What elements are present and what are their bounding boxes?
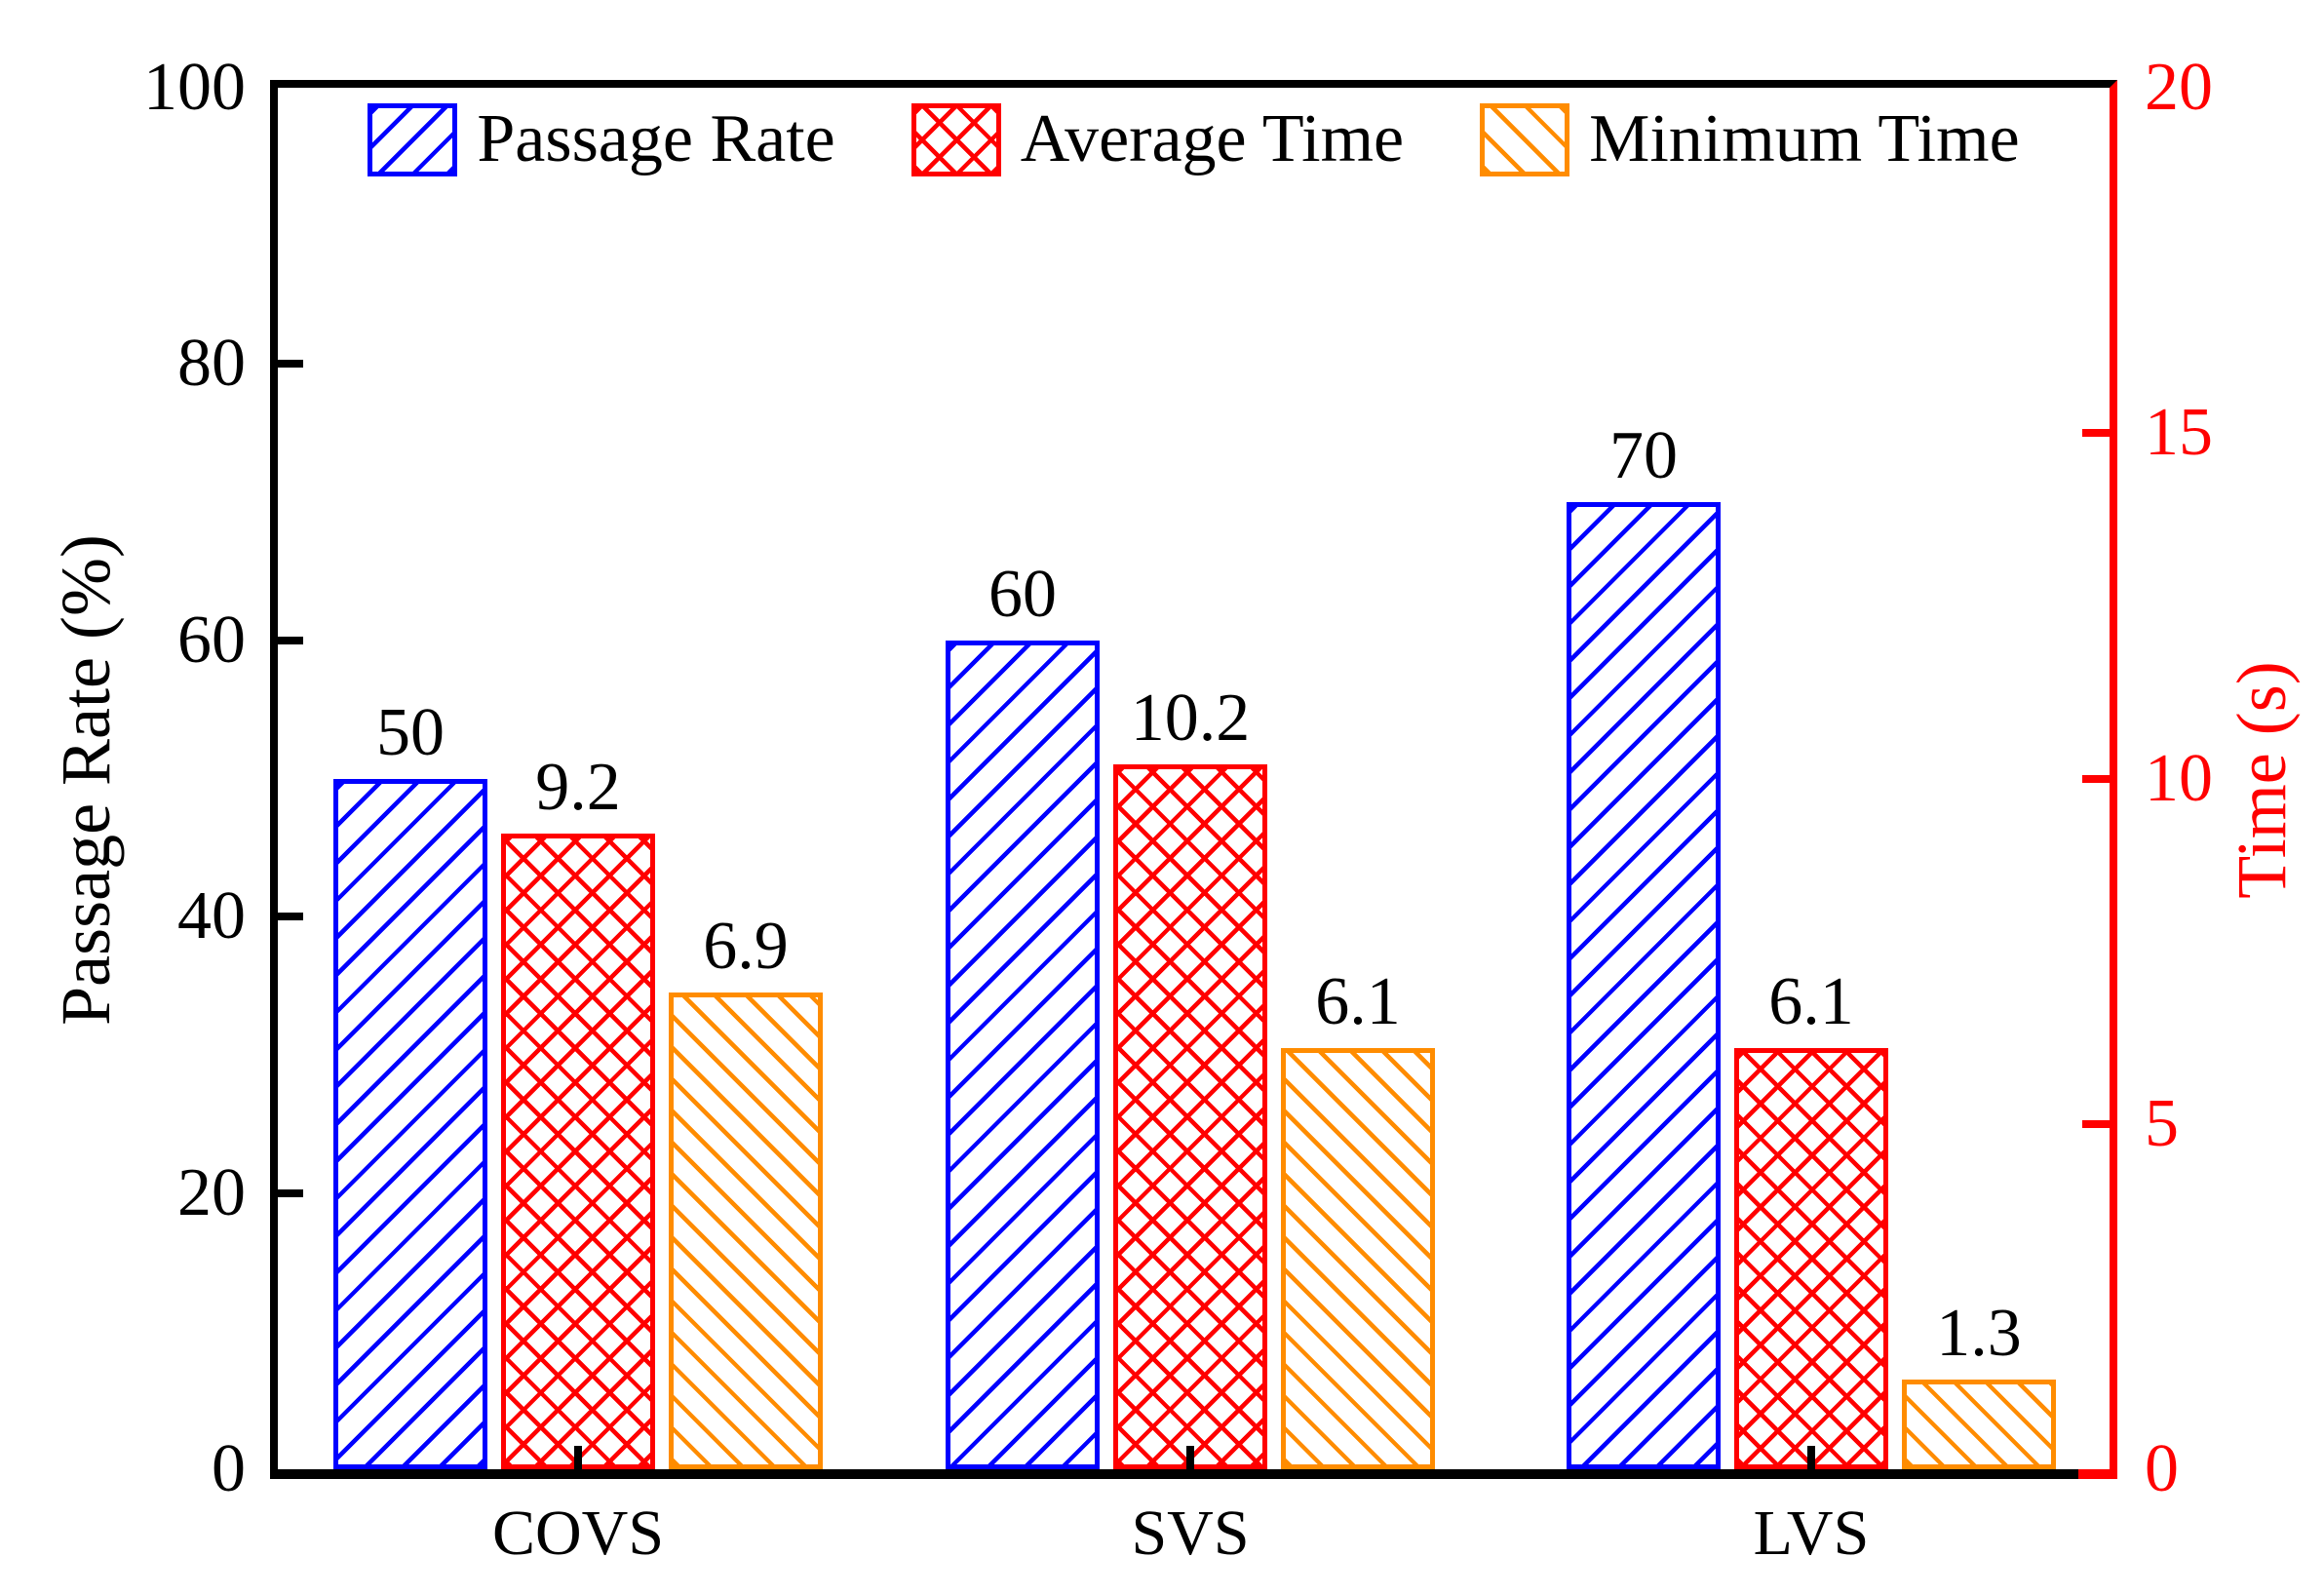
legend-label: Average Time <box>1020 101 1405 176</box>
right-axis-tick-label: 10 <box>2145 740 2213 816</box>
bar-value-label: 60 <box>988 556 1057 632</box>
legend-label: Minimum Time <box>1589 101 2020 176</box>
left-axis-tick-label: 100 <box>143 50 246 125</box>
right-axis-zero-tick <box>2078 1469 2117 1479</box>
left-axis-tick <box>278 913 303 921</box>
left-axis-tick-label: 0 <box>212 1431 246 1506</box>
legend-item: Average Time <box>910 101 1405 176</box>
right-axis-tick-label: 20 <box>2145 50 2213 125</box>
bar-covs-average-time <box>501 834 655 1469</box>
x-axis-category-label: LVS <box>1753 1498 1870 1569</box>
left-axis-tick-label: 80 <box>177 326 246 402</box>
legend-item: Passage Rate <box>368 101 835 176</box>
bar-value-label: 6.1 <box>1768 963 1854 1039</box>
bar-covs-minimum-time <box>669 993 823 1469</box>
x-axis-category-label: COVS <box>491 1498 665 1569</box>
bar-lvs-minimum-time <box>1902 1379 2056 1469</box>
bar-svs-minimum-time <box>1281 1047 1435 1469</box>
bar-svs-average-time <box>1113 764 1267 1469</box>
x-axis-tick <box>1186 1446 1194 1469</box>
legend-swatch-x-hatch-icon <box>910 102 1001 176</box>
bar-lvs-average-time <box>1734 1047 1888 1469</box>
x-axis-category-label: SVS <box>1131 1498 1250 1569</box>
left-axis-tick <box>278 360 303 369</box>
left-axis-tick <box>278 636 303 644</box>
legend-item: Minimum Time <box>1480 102 2020 176</box>
legend: Passage Rate Average Time Minimum Time <box>278 102 2110 176</box>
x-axis-tick <box>574 1446 582 1469</box>
right-axis-tick-label: 5 <box>2145 1085 2179 1161</box>
bar-value-label: 6.1 <box>1315 963 1401 1039</box>
right-axis-tick <box>2082 429 2110 438</box>
legend-swatch-/-hatch-icon <box>368 102 458 176</box>
left-axis-tick-label: 20 <box>177 1154 246 1230</box>
bar-lvs-passage-rate <box>1567 502 1721 1469</box>
bar-value-label: 6.9 <box>703 909 789 985</box>
right-axis-tick-label: 0 <box>2145 1431 2179 1506</box>
legend-label: Passage Rate <box>477 101 835 176</box>
bar-svs-passage-rate <box>946 640 1100 1469</box>
plot-inner: Passage Rate Average Time Minimum Time 50 9… <box>278 88 2117 1479</box>
bar-value-label: 9.2 <box>535 750 621 826</box>
bar-covs-passage-rate <box>333 778 487 1469</box>
right-axis-tick <box>2082 774 2110 783</box>
bar-value-label: 10.2 <box>1130 681 1251 757</box>
plot-area: Passage Rate Average Time Minimum Time 50 9… <box>270 80 2117 1479</box>
x-axis-tick <box>1807 1446 1815 1469</box>
legend-swatch-back-hatch-icon <box>1480 102 1570 176</box>
right-axis-tick-label: 15 <box>2145 395 2213 471</box>
left-axis-tick <box>278 1188 303 1197</box>
right-axis-tick <box>2082 1119 2110 1128</box>
left-axis-tick-label: 60 <box>177 602 246 678</box>
bar-value-label: 70 <box>1609 418 1678 494</box>
bar-value-label: 1.3 <box>1936 1295 2022 1371</box>
bar-value-label: 50 <box>376 694 445 770</box>
left-axis-tick-label: 40 <box>177 878 246 954</box>
